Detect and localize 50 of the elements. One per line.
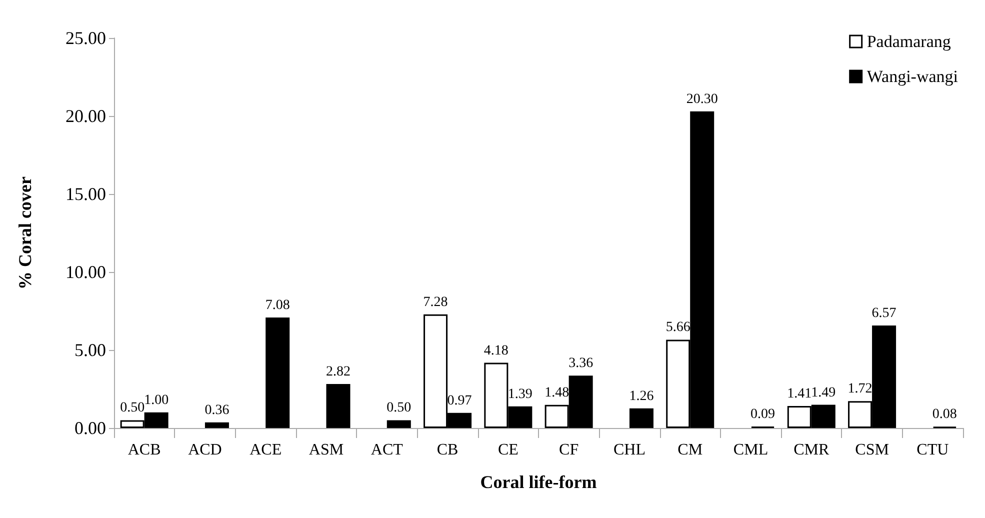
legend-label: Wangi-wangi	[866, 67, 958, 86]
x-tick-label: CHL	[613, 442, 646, 458]
data-label: 20.30	[686, 92, 718, 107]
x-tick-label: CML	[733, 442, 768, 458]
data-label: 1.41	[787, 386, 812, 402]
data-label: 5.66	[666, 320, 690, 336]
bar	[326, 384, 350, 428]
x-tick-label: ACT	[370, 442, 404, 458]
y-tick-label: 15.00	[66, 184, 106, 204]
data-label: 1.00	[144, 392, 169, 408]
x-tick-label: CF	[559, 442, 579, 458]
x-tick-label: ACD	[188, 442, 222, 458]
x-tick-label: CE	[498, 442, 518, 458]
data-label: 1.72	[848, 382, 872, 397]
data-label: 2.82	[326, 364, 350, 380]
data-label: 6.57	[872, 306, 896, 322]
data-label: 7.28	[423, 294, 448, 310]
data-label: 4.18	[484, 343, 508, 358]
data-label: 7.08	[265, 298, 290, 314]
y-axis-title: % Coral cover	[15, 176, 35, 290]
data-label: 1.39	[508, 386, 532, 402]
data-label: 0.08	[932, 407, 957, 422]
y-tick-label: 0.00	[74, 418, 106, 438]
x-tick-label: CB	[436, 442, 458, 458]
data-label: 0.97	[447, 393, 472, 408]
bar	[629, 408, 654, 428]
data-label: 0.50	[386, 400, 412, 416]
data-label: 0.50	[120, 400, 145, 416]
bar	[386, 420, 411, 428]
x-tick-label: CTU	[916, 442, 950, 458]
x-tick-label: CMR	[794, 442, 830, 458]
data-label: 1.49	[811, 385, 836, 400]
x-axis-title: Coral life-form	[480, 472, 597, 492]
x-tick-label: ASM	[308, 442, 344, 458]
y-tick-label: 5.00	[74, 340, 106, 360]
y-tick-label: 25.00	[66, 28, 106, 48]
data-label: 0.09	[750, 407, 775, 422]
data-label: 0.36	[204, 402, 230, 418]
y-tick-label: 10.00	[66, 262, 106, 282]
x-tick-label: CSM	[855, 442, 889, 458]
bar	[204, 422, 229, 428]
x-tick-label: CM	[678, 442, 703, 458]
y-tick-label: 20.00	[66, 106, 106, 126]
data-label: 1.26	[629, 388, 654, 404]
bar	[266, 318, 290, 428]
legend-label: Padamarang	[866, 32, 952, 51]
x-tick-label: ACB	[128, 442, 161, 458]
data-label: 1.48	[544, 385, 570, 400]
data-label: 3.36	[568, 356, 594, 372]
x-tick-label: ACE	[250, 442, 282, 458]
